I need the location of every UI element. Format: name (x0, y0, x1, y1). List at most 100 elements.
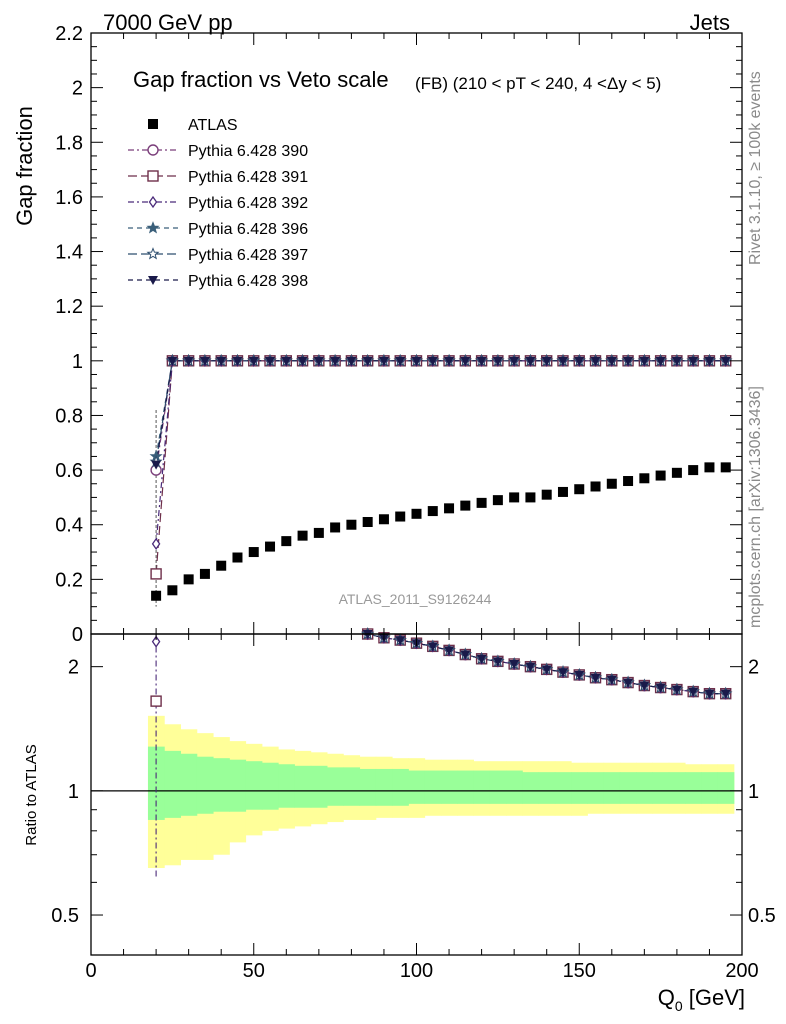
ratio-point (606, 675, 617, 685)
stat-uncertainty-band (408, 770, 426, 804)
atlas-data-point (395, 511, 406, 522)
stat-uncertainty-band (196, 756, 214, 814)
atlas-data-point (313, 527, 324, 538)
main-y-tick-label: 0 (72, 624, 83, 646)
stat-uncertainty-band (554, 772, 572, 804)
stat-uncertainty-band (180, 753, 198, 816)
ratio-point (541, 665, 552, 675)
mc-point (525, 356, 536, 366)
legend-item: Pythia 6.428 398 (128, 273, 308, 290)
mc-point (671, 356, 682, 366)
atlas-data-point (557, 486, 568, 497)
stat-uncertainty-band (326, 767, 344, 806)
atlas-data-point (476, 497, 487, 508)
x-axis-label: Q0 [GeV] (658, 985, 745, 1014)
mc-point (411, 356, 422, 366)
stat-uncertainty-band (164, 750, 182, 818)
ratio-point (492, 657, 503, 667)
stat-uncertainty-band (310, 765, 328, 808)
atlas-data-point (574, 484, 585, 495)
atlas-data-point (427, 506, 438, 517)
mc-point (281, 356, 292, 366)
chart-subtitle: (FB) (210 < pT < 240, 4 <Δy < 5) (415, 74, 661, 93)
mcplots-reference-label: mcplots.cern.ch [arXiv:1306.3436] (747, 386, 764, 628)
atlas-data-point (411, 508, 422, 519)
ratio-y-tick-label-right: 0.5 (748, 905, 776, 927)
mc-series-line (155, 360, 726, 457)
mc-point (362, 356, 373, 366)
ratio-point (623, 678, 634, 688)
stat-uncertainty-band (717, 772, 735, 804)
stat-uncertainty-band (619, 772, 637, 804)
stat-uncertainty-band (294, 765, 312, 808)
x-tick-label: 150 (563, 960, 596, 982)
stat-uncertainty-band (685, 772, 702, 804)
mc-point (590, 356, 601, 366)
mc-point (427, 356, 438, 366)
stat-uncertainty-band (440, 770, 458, 804)
legend-item: Pythia 6.428 397 (128, 247, 308, 264)
atlas-data-point (460, 500, 471, 511)
mc-point (492, 356, 503, 366)
ratio-point (395, 636, 406, 646)
atlas-data-point (525, 492, 536, 503)
mc-point (509, 356, 520, 366)
stat-uncertainty-band (473, 770, 491, 804)
legend-label: ATLAS (188, 117, 238, 134)
stat-uncertainty-band (424, 770, 442, 804)
ratio-point (655, 683, 666, 693)
mc-point (151, 460, 162, 470)
stat-uncertainty-band (587, 772, 605, 804)
legend-marker (147, 144, 159, 156)
legend-label: Pythia 6.428 396 (188, 221, 308, 238)
mc-series-line (155, 360, 726, 465)
atlas-data-point (688, 465, 699, 476)
mc-point (183, 356, 194, 366)
atlas-data-point (216, 560, 227, 571)
stat-uncertainty-band (229, 759, 247, 812)
x-tick-label: 200 (725, 960, 758, 982)
mc-point (167, 356, 178, 366)
atlas-data-point (330, 522, 341, 533)
legend-marker (148, 276, 158, 285)
stat-uncertainty-band (457, 770, 474, 804)
mc-point (346, 356, 357, 366)
mc-point (720, 356, 731, 366)
ratio-point (509, 659, 520, 669)
mc-point (460, 356, 471, 366)
mc-point (216, 356, 227, 366)
legend-item: Pythia 6.428 392 (128, 195, 308, 212)
ratio-point (688, 687, 699, 697)
atlas-data-point (281, 536, 292, 547)
main-y-tick-label: 1.4 (55, 242, 83, 264)
ratio-y-tick-label: 1 (68, 781, 79, 803)
stat-uncertainty-band (213, 758, 230, 812)
main-y-tick-label: 2 (72, 78, 83, 100)
legend-item: Pythia 6.428 391 (128, 169, 308, 186)
stat-uncertainty-band (701, 772, 719, 804)
ratio-y-axis-label: Ratio to ATLAS (23, 744, 40, 845)
atlas-data-point (704, 462, 715, 473)
mc-point (151, 537, 161, 550)
atlas-data-point (639, 473, 650, 484)
atlas-data-point (183, 574, 194, 585)
mc-point (313, 356, 324, 366)
main-y-tick-label: 1.6 (55, 187, 83, 209)
rivet-version-label: Rivet 3.1.10, ≥ 100k events (747, 71, 764, 265)
ratio-point (639, 681, 650, 691)
chart-title: Gap fraction vs Veto scale (133, 67, 389, 92)
stat-uncertainty-band (603, 772, 621, 804)
stat-uncertainty-band (261, 762, 279, 810)
stat-uncertainty-band (375, 768, 393, 806)
atlas-data-point (232, 552, 243, 563)
ratio-panel (91, 627, 742, 877)
mc-point (704, 356, 715, 366)
atlas-data-point (297, 530, 308, 541)
stat-uncertainty-band (392, 768, 409, 806)
ratio-y-tick-label-right: 1 (748, 781, 759, 803)
stat-uncertainty-band (636, 772, 653, 804)
mc-point (655, 356, 666, 366)
ratio-y-tick-label-right: 2 (748, 657, 759, 679)
legend-label: Pythia 6.428 390 (188, 143, 308, 160)
atlas-data-point (492, 495, 503, 506)
